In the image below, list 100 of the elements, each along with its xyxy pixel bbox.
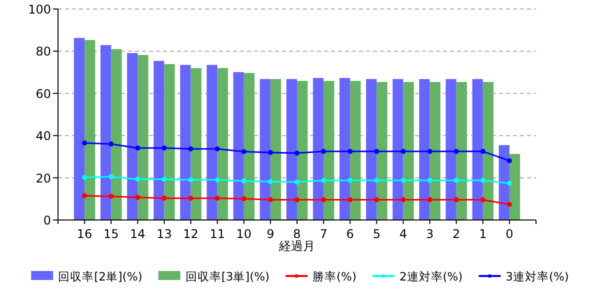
point: [374, 178, 380, 183]
legend-label: 回収率[2単](%): [58, 270, 142, 284]
point: [241, 196, 246, 202]
point: [162, 196, 167, 201]
point: [214, 196, 220, 201]
point: [82, 193, 88, 198]
point: [294, 197, 300, 202]
point: [241, 178, 246, 184]
bar: [350, 80, 361, 220]
point: [82, 174, 88, 180]
x-tick-label: 8: [293, 227, 301, 241]
point: [268, 179, 273, 184]
bar: [286, 79, 297, 220]
point: [480, 197, 486, 202]
bar: [339, 78, 350, 220]
point: [400, 148, 406, 154]
bar: [456, 82, 467, 220]
point: [400, 178, 406, 183]
bar: [260, 79, 270, 220]
bar: [472, 79, 483, 220]
x-tick-label: 7: [320, 227, 328, 241]
point: [506, 202, 512, 207]
bar: [217, 68, 228, 220]
bar: [111, 49, 122, 220]
x-tick-label: 9: [266, 227, 274, 241]
bar: [509, 154, 520, 220]
bar: [366, 79, 377, 220]
y-tick-label: 20: [36, 171, 51, 186]
bar: [164, 64, 175, 220]
point: [321, 148, 326, 154]
bar: [74, 38, 85, 220]
point: [268, 150, 273, 155]
point: [506, 158, 512, 164]
bar: [446, 79, 456, 220]
point: [135, 176, 140, 182]
point: [480, 178, 486, 183]
x-tick-label: 15: [103, 227, 119, 241]
point: [506, 180, 512, 186]
bar: [419, 79, 430, 220]
point: [348, 197, 353, 202]
y-tick-label: 40: [36, 129, 51, 144]
point: [135, 194, 140, 200]
bar: [498, 145, 510, 220]
bar: [297, 80, 308, 220]
bar: [244, 72, 255, 220]
bar: [84, 40, 96, 220]
x-tick-label: 6: [346, 227, 354, 241]
point: [108, 194, 114, 199]
x-tick-label: 1: [479, 227, 487, 241]
x-tick-label: 14: [130, 227, 146, 241]
point: [348, 178, 353, 183]
point: [82, 140, 88, 146]
point: [241, 149, 246, 154]
bar: [180, 64, 191, 220]
point: [427, 197, 432, 202]
point: [214, 146, 220, 152]
y-tick-label: 80: [36, 44, 51, 59]
y-tick-label: 60: [36, 86, 51, 101]
bar: [206, 64, 218, 220]
point: [454, 197, 459, 202]
x-tick-label: 0: [506, 227, 514, 241]
bar: [482, 82, 494, 220]
point: [454, 178, 459, 183]
legend-label: 2連対率(%): [399, 270, 463, 284]
point: [480, 148, 486, 154]
point: [135, 146, 140, 151]
point: [348, 148, 353, 154]
point: [268, 197, 273, 202]
bar: [312, 78, 324, 220]
x-tick-label: 4: [399, 227, 408, 241]
x-tick-label: 13: [156, 227, 172, 241]
bar: [430, 82, 440, 220]
bar: [190, 68, 202, 220]
legend-label: 回収率[3単](%): [185, 270, 270, 284]
bar: [127, 53, 138, 220]
x-tick-label: 12: [183, 227, 198, 241]
bar: [376, 82, 388, 220]
point: [162, 146, 167, 151]
point: [294, 150, 300, 156]
bar: [154, 60, 164, 220]
bar: [270, 79, 282, 220]
x-tick-label: 16: [76, 227, 92, 241]
bar: [233, 72, 244, 220]
point: [108, 174, 114, 180]
point: [374, 148, 380, 154]
point: [400, 197, 406, 202]
x-tick-label: 2: [452, 227, 460, 241]
bar: [392, 79, 404, 220]
x-tick-label: 11: [210, 227, 225, 241]
point: [321, 178, 326, 183]
legend-label: 勝率(%): [312, 270, 356, 284]
x-tick-label: 5: [372, 227, 380, 241]
legend-label: 3連対率(%): [506, 270, 569, 284]
x-tick-label: 10: [236, 227, 252, 241]
point: [454, 148, 459, 154]
bar: [403, 82, 414, 220]
point: [427, 148, 432, 154]
x-axis-title: 経過月: [278, 239, 315, 253]
y-tick-label: 0: [43, 214, 51, 228]
point: [294, 180, 300, 185]
